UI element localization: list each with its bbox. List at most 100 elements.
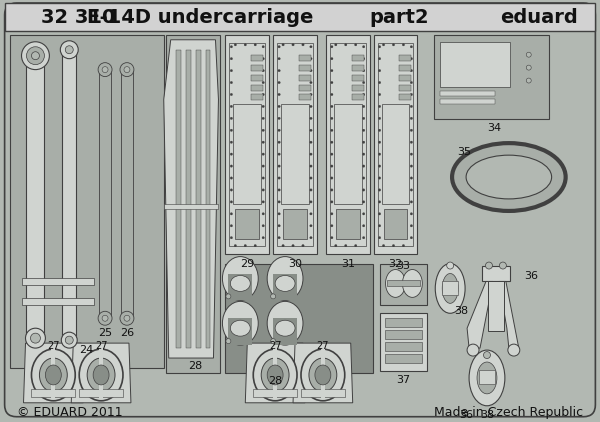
Circle shape: [98, 311, 112, 325]
Bar: [283, 209, 307, 239]
Circle shape: [262, 46, 265, 48]
Bar: [301, 389, 345, 397]
Text: 25: 25: [98, 328, 112, 338]
Bar: [482, 265, 510, 281]
Bar: [251, 75, 263, 81]
Bar: [352, 65, 364, 70]
Text: 31: 31: [341, 259, 355, 268]
Bar: [299, 55, 311, 61]
Circle shape: [262, 213, 265, 215]
Circle shape: [262, 105, 265, 108]
Circle shape: [362, 105, 365, 108]
Text: Made in Czech Republic: Made in Czech Republic: [434, 406, 583, 419]
Bar: [273, 318, 297, 345]
Ellipse shape: [79, 349, 123, 401]
Circle shape: [278, 177, 280, 179]
Circle shape: [262, 117, 265, 119]
Circle shape: [124, 315, 130, 321]
Ellipse shape: [40, 358, 67, 392]
Circle shape: [410, 189, 413, 191]
Circle shape: [278, 57, 280, 60]
Circle shape: [278, 225, 280, 227]
Circle shape: [120, 62, 134, 76]
Ellipse shape: [223, 301, 258, 345]
Circle shape: [410, 236, 413, 239]
Circle shape: [271, 294, 275, 299]
Bar: [253, 389, 297, 397]
Bar: [382, 104, 409, 204]
Circle shape: [362, 46, 365, 48]
Circle shape: [278, 189, 280, 191]
Circle shape: [292, 43, 294, 46]
Circle shape: [230, 236, 233, 239]
Circle shape: [310, 201, 312, 203]
Circle shape: [362, 236, 365, 239]
Polygon shape: [467, 281, 493, 348]
Circle shape: [230, 117, 233, 119]
Bar: [321, 347, 325, 399]
Text: 33: 33: [397, 260, 410, 271]
Polygon shape: [499, 281, 519, 348]
Circle shape: [446, 262, 454, 269]
Circle shape: [362, 57, 365, 60]
Circle shape: [362, 189, 365, 191]
Text: 36: 36: [459, 410, 473, 420]
Circle shape: [226, 338, 231, 344]
Circle shape: [467, 344, 479, 356]
Circle shape: [382, 43, 385, 46]
Circle shape: [65, 46, 73, 54]
Bar: [31, 389, 75, 397]
Bar: [479, 370, 495, 384]
Bar: [380, 313, 427, 371]
Text: 38: 38: [480, 410, 494, 420]
Circle shape: [278, 105, 280, 108]
Circle shape: [379, 153, 381, 155]
Ellipse shape: [454, 145, 563, 209]
Circle shape: [310, 81, 312, 84]
Circle shape: [526, 78, 531, 83]
Text: 37: 37: [397, 375, 410, 385]
Circle shape: [302, 43, 304, 46]
Circle shape: [331, 153, 333, 155]
Text: 24: 24: [79, 345, 93, 355]
Text: 29: 29: [240, 259, 254, 268]
Circle shape: [344, 244, 347, 247]
Circle shape: [362, 165, 365, 167]
Circle shape: [278, 81, 280, 84]
Circle shape: [310, 225, 312, 227]
Bar: [229, 43, 265, 246]
Circle shape: [278, 201, 280, 203]
Circle shape: [230, 141, 233, 143]
Text: 32: 32: [388, 259, 403, 268]
Ellipse shape: [267, 257, 303, 300]
Circle shape: [379, 70, 381, 72]
Circle shape: [402, 244, 404, 247]
Text: 35: 35: [457, 147, 471, 157]
Circle shape: [331, 105, 333, 108]
Circle shape: [278, 117, 280, 119]
Ellipse shape: [267, 301, 303, 345]
Ellipse shape: [223, 257, 258, 300]
Bar: [226, 264, 373, 373]
Bar: [121, 70, 133, 318]
Polygon shape: [245, 343, 305, 403]
Bar: [334, 104, 362, 204]
Circle shape: [310, 213, 312, 215]
Bar: [299, 65, 311, 70]
Bar: [352, 95, 364, 100]
Text: 36: 36: [524, 271, 538, 281]
Bar: [440, 100, 495, 104]
Text: 28: 28: [268, 376, 282, 386]
Ellipse shape: [93, 365, 109, 385]
Ellipse shape: [261, 358, 289, 392]
Bar: [22, 279, 94, 285]
Circle shape: [362, 129, 365, 132]
Circle shape: [362, 177, 365, 179]
Circle shape: [310, 189, 312, 191]
Bar: [281, 104, 309, 204]
Circle shape: [379, 201, 381, 203]
Circle shape: [410, 153, 413, 155]
Circle shape: [278, 141, 280, 143]
Bar: [229, 318, 252, 345]
Circle shape: [230, 165, 233, 167]
